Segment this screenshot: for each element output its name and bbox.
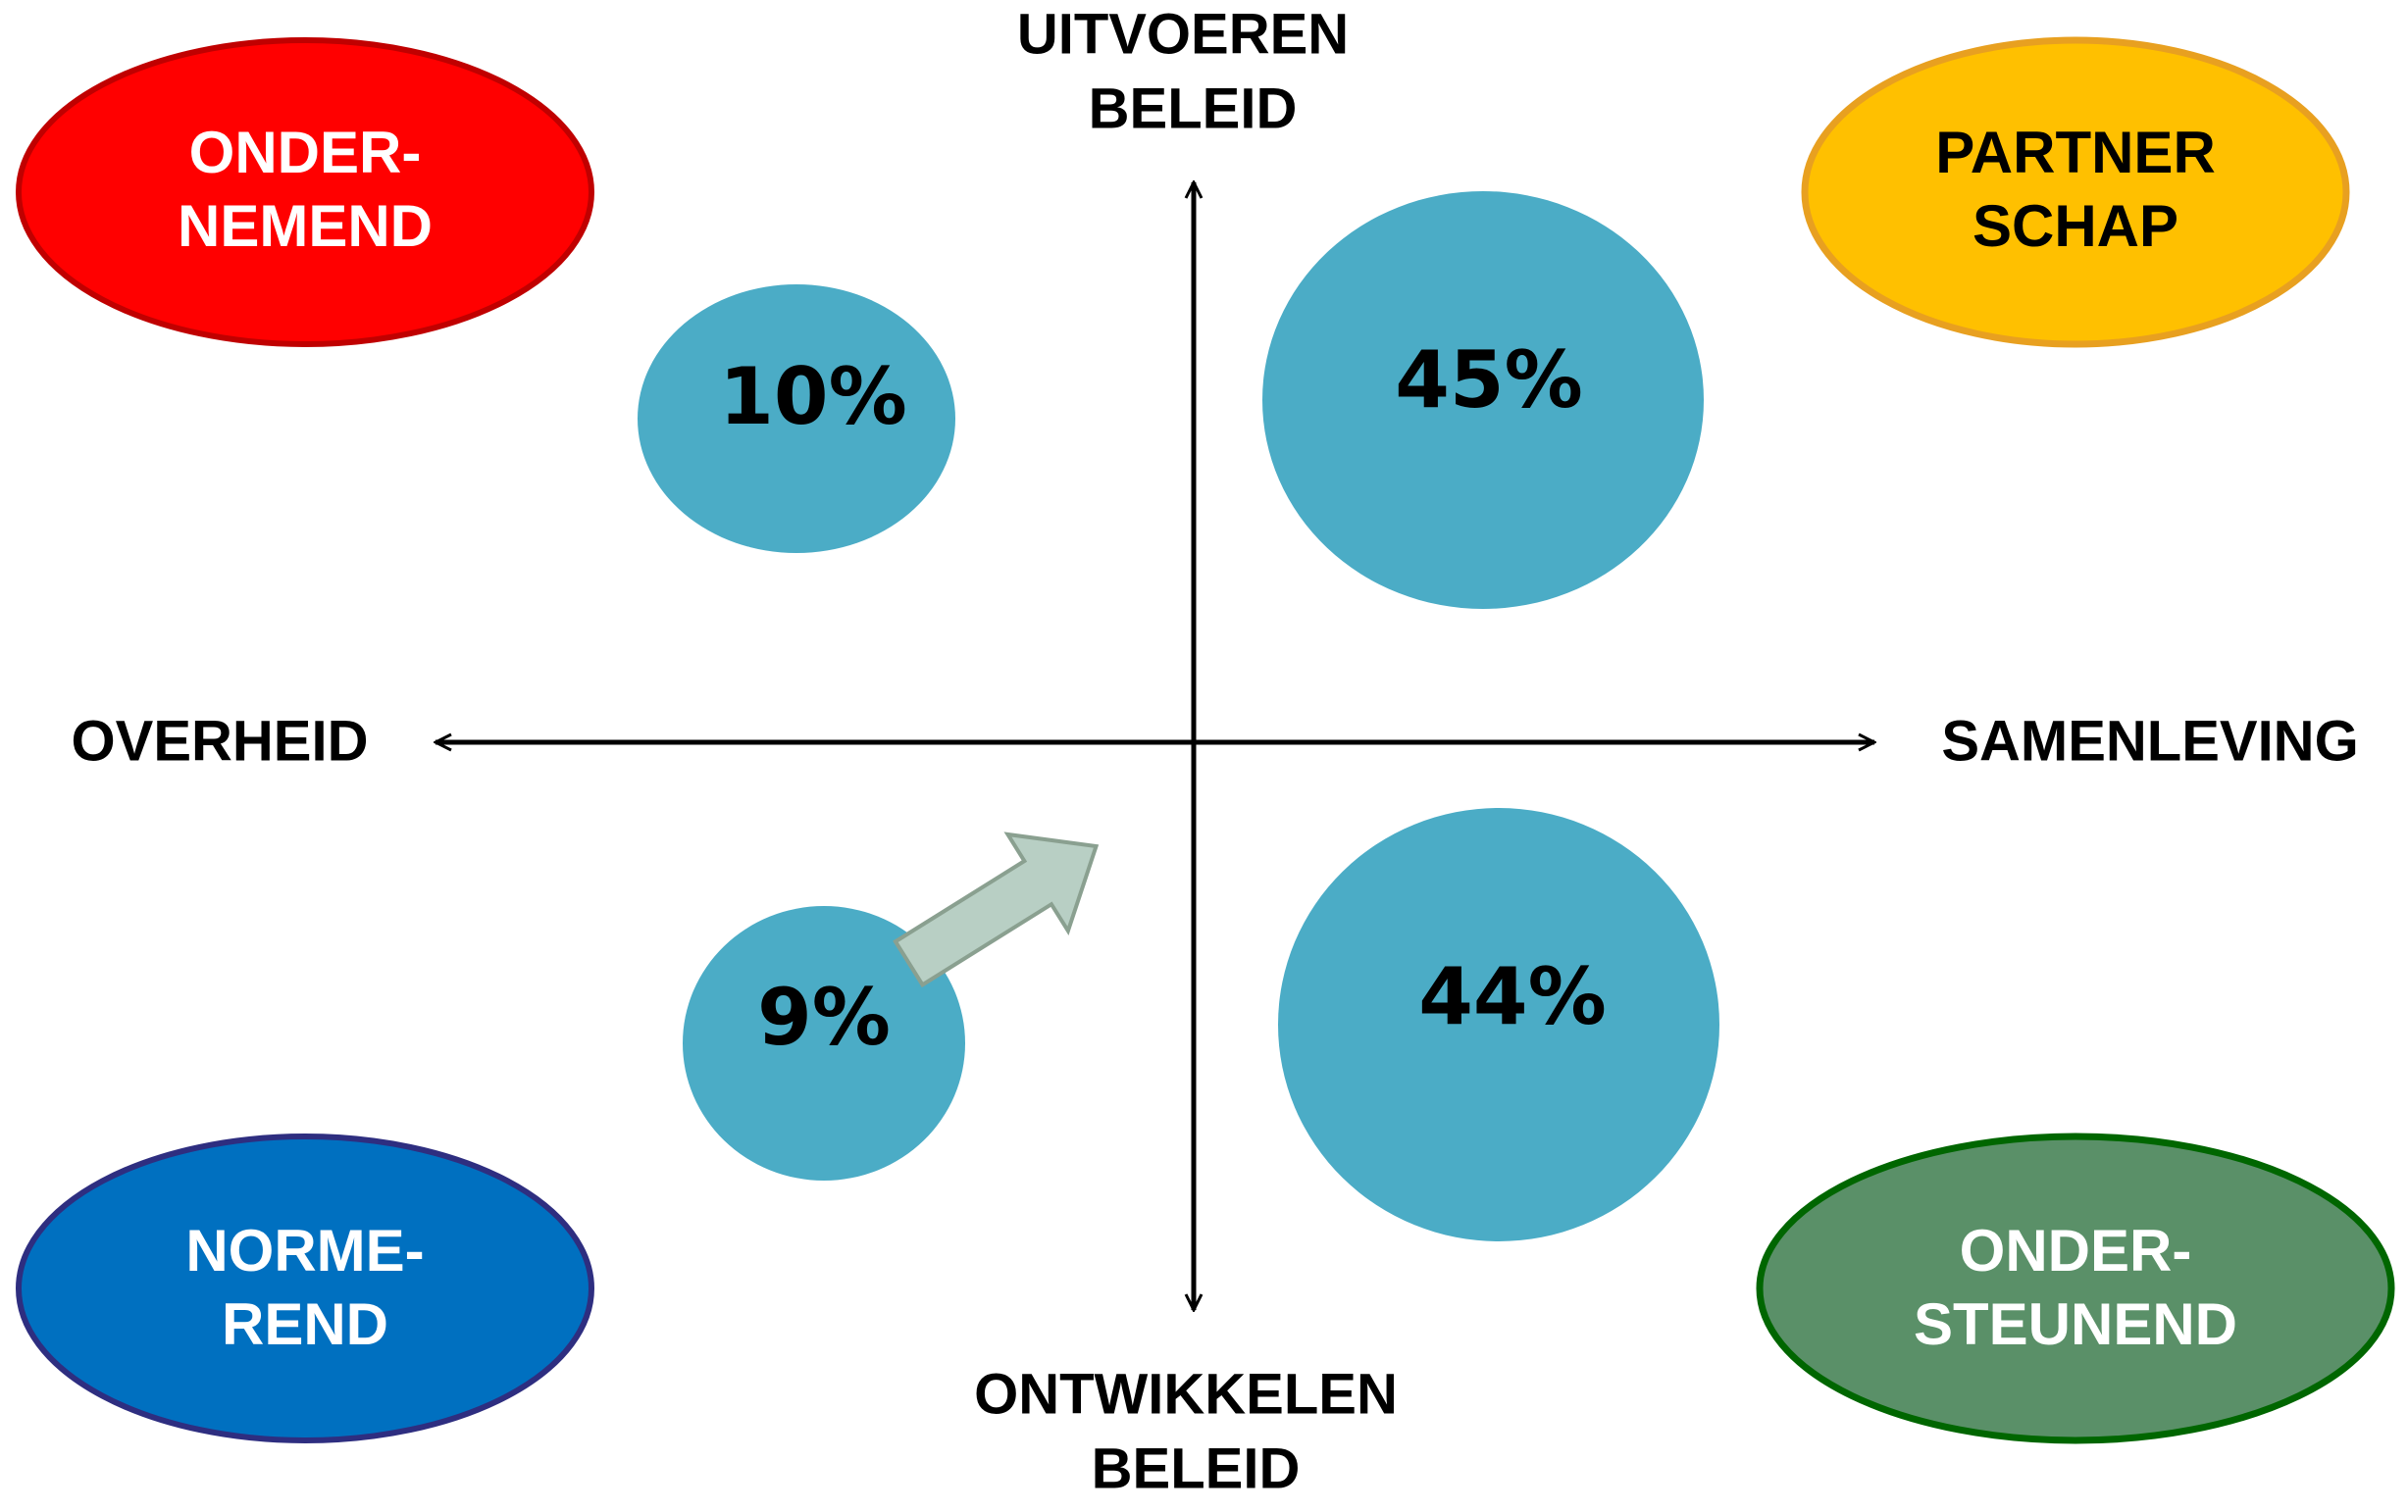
quadrant-label: NEMEND — [178, 193, 433, 259]
quadrant-label: ONDER- — [189, 120, 422, 185]
bubble — [683, 906, 965, 1181]
bubble-label: 9% — [757, 972, 891, 1063]
quadrant-ellipse — [1756, 1133, 2395, 1444]
axis-label: BELEID — [1092, 1436, 1301, 1500]
trend-arrow — [893, 832, 1100, 988]
axis-label: BELEID — [1089, 76, 1298, 140]
quadrant-label: SCHAP — [1973, 193, 2178, 259]
quadrant-label: REND — [222, 1291, 388, 1357]
bubble-label: 45% — [1395, 334, 1582, 426]
axis-label: ONTWIKKELEN — [974, 1362, 1398, 1426]
bubble-label: 44% — [1418, 951, 1606, 1042]
quadrant-ellipse — [16, 1134, 594, 1443]
bubble — [1278, 808, 1719, 1241]
quadrant-ellipse — [1801, 36, 2350, 348]
axis-label: OVERHEID — [72, 709, 369, 773]
bubble-label: 10% — [719, 351, 906, 442]
quadrant-ellipse — [16, 37, 594, 347]
bubble — [1262, 191, 1704, 609]
axis-label: SAMENLEVING — [1941, 709, 2358, 773]
quadrant-label: NORME- — [185, 1218, 424, 1284]
quadrant-label: PARTNER — [1935, 120, 2216, 185]
axis-label: UITVOEREN — [1017, 2, 1349, 66]
quadrant-label: STEUNEND — [1914, 1291, 2237, 1357]
bubble — [638, 284, 955, 553]
quadrant-label: ONDER- — [1960, 1218, 2192, 1284]
